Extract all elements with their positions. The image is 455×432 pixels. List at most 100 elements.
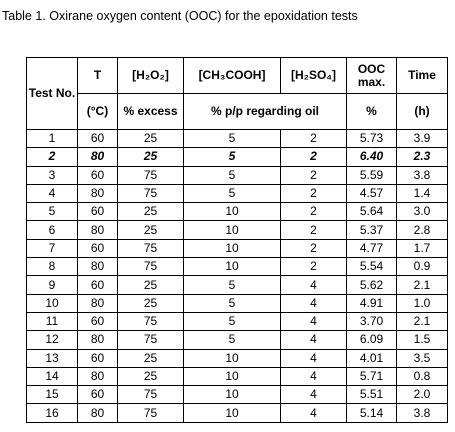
- table-row: 10 80 25 5 4 4.91 1.0: [26, 293, 448, 313]
- table-cell: 25: [117, 147, 184, 167]
- table-cell: 10: [183, 220, 281, 240]
- table-cell: 80: [77, 330, 118, 350]
- table-cell: 60: [77, 128, 118, 149]
- table-cell: 2: [280, 257, 347, 277]
- table-cell: 25: [117, 220, 184, 240]
- table-row: 12 80 75 5 4 6.09 1.5: [26, 330, 448, 350]
- header-cell: Test No.: [26, 57, 78, 130]
- table-cell: 75: [117, 165, 184, 185]
- table-cell: 75: [117, 330, 184, 350]
- table-cell: 9: [26, 275, 78, 295]
- table-cell: 2: [280, 183, 347, 204]
- table-cell: 2: [280, 147, 347, 167]
- table-row: 2 80 25 5 2 6.40 2.3: [26, 147, 448, 167]
- header-cell: OOC max.: [346, 57, 397, 94]
- table-cell: 3.0: [396, 202, 448, 222]
- table-row: 15 60 75 10 4 5.51 2.0: [26, 385, 448, 405]
- table-cell: 75: [117, 311, 184, 332]
- table-cell: 5: [183, 147, 281, 167]
- table-cell: 5.37: [346, 220, 397, 240]
- table-cell: 5: [183, 293, 281, 313]
- table-cell: 60: [77, 202, 118, 222]
- table-cell: 25: [117, 293, 184, 313]
- table-body: 1 60 25 5 2 5.73 3.9 2 80 25 5 2 6.40 2.3 3 60 75 5 2 5.59 3…: [26, 128, 448, 423]
- header-cell: % excess: [117, 93, 184, 130]
- header-cell: [H₂SO₄]: [280, 57, 347, 94]
- table-cell: 75: [117, 403, 184, 423]
- table-cell: 5.73: [346, 128, 397, 149]
- table-cell: 5: [26, 202, 78, 222]
- table-cell: 4.57: [346, 183, 397, 204]
- table-cell: 8: [26, 257, 78, 277]
- table-cell: 4: [280, 311, 347, 332]
- table-row: 1 60 25 5 2 5.73 3.9: [26, 128, 448, 149]
- table-cell: 3.5: [396, 348, 448, 368]
- table-row: 9 60 25 5 4 5.62 2.1: [26, 275, 448, 295]
- header-cell: (h): [396, 93, 448, 130]
- table-cell: 4.91: [346, 293, 397, 313]
- table-cell: 10: [183, 257, 281, 277]
- table-cell: 75: [117, 257, 184, 277]
- table-cell: 13: [26, 348, 78, 368]
- table-cell: 60: [77, 385, 118, 405]
- header-cell: [CH₃COOH]: [183, 57, 281, 94]
- table-cell: 5: [183, 275, 281, 295]
- table-row: 14 80 25 10 4 5.71 0.8: [26, 366, 448, 387]
- table-cell: 80: [77, 293, 118, 313]
- table-cell: 6: [26, 220, 78, 240]
- table-cell: 4: [280, 293, 347, 313]
- table-header: Test No. T [H₂O₂] [CH₃COOH] [H₂SO₄] OOC …: [26, 57, 448, 130]
- table-row: 11 60 75 5 4 3.70 2.1: [26, 311, 448, 332]
- table-cell: 80: [77, 366, 118, 387]
- table-cell: 5: [183, 330, 281, 350]
- table-cell: 3.70: [346, 311, 397, 332]
- table-cell: 5: [183, 165, 281, 185]
- table-cell: 10: [183, 202, 281, 222]
- table-row: 7 60 75 10 2 4.77 1.7: [26, 238, 448, 259]
- table-row: 13 60 25 10 4 4.01 3.5: [26, 348, 448, 368]
- table-cell: 10: [183, 366, 281, 387]
- table-cell: 4: [280, 385, 347, 405]
- table-cell: 60: [77, 165, 118, 185]
- table-cell: 1.0: [396, 293, 448, 313]
- table-cell: 2: [26, 147, 78, 167]
- table-cell: 5.59: [346, 165, 397, 185]
- table-cell: 4.77: [346, 238, 397, 259]
- header-cell: % p/p regarding oil: [183, 93, 347, 130]
- table-cell: 2.1: [396, 275, 448, 295]
- table-cell: 2: [280, 220, 347, 240]
- table-cell: 10: [183, 403, 281, 423]
- header-cell: Time: [396, 57, 448, 94]
- header-row: (°C) % excess % p/p regarding oil % (h): [27, 93, 448, 130]
- table-row: 8 80 75 10 2 5.54 0.9: [26, 257, 448, 277]
- table-cell: 1: [26, 128, 78, 149]
- table-cell: 2.0: [396, 385, 448, 405]
- table-cell: 25: [117, 275, 184, 295]
- table-cell: 0.8: [396, 366, 448, 387]
- table-cell: 5: [183, 311, 281, 332]
- table-cell: 1.4: [396, 183, 448, 204]
- table-row: 4 80 75 5 2 4.57 1.4: [26, 183, 448, 204]
- table-row: 16 80 75 10 4 5.14 3.8: [26, 403, 448, 423]
- table-cell: 10: [183, 348, 281, 368]
- table-cell: 80: [77, 147, 118, 167]
- table-cell: 2: [280, 165, 347, 185]
- table-cell: 5.71: [346, 366, 397, 387]
- table-cell: 3.9: [396, 128, 448, 149]
- table-cell: 25: [117, 366, 184, 387]
- table-cell: 60: [77, 348, 118, 368]
- table-cell: 4: [280, 330, 347, 350]
- table-cell: 25: [117, 348, 184, 368]
- table-cell: 5.64: [346, 202, 397, 222]
- table-cell: 3.8: [396, 165, 448, 185]
- table-cell: 2.8: [396, 220, 448, 240]
- table-cell: 12: [26, 330, 78, 350]
- table-cell: 10: [26, 293, 78, 313]
- table-cell: 4: [26, 183, 78, 204]
- header-cell: (°C): [77, 93, 118, 130]
- table-cell: 1.5: [396, 330, 448, 350]
- table-cell: 5.51: [346, 385, 397, 405]
- table-cell: 2: [280, 238, 347, 259]
- table-cell: 4: [280, 275, 347, 295]
